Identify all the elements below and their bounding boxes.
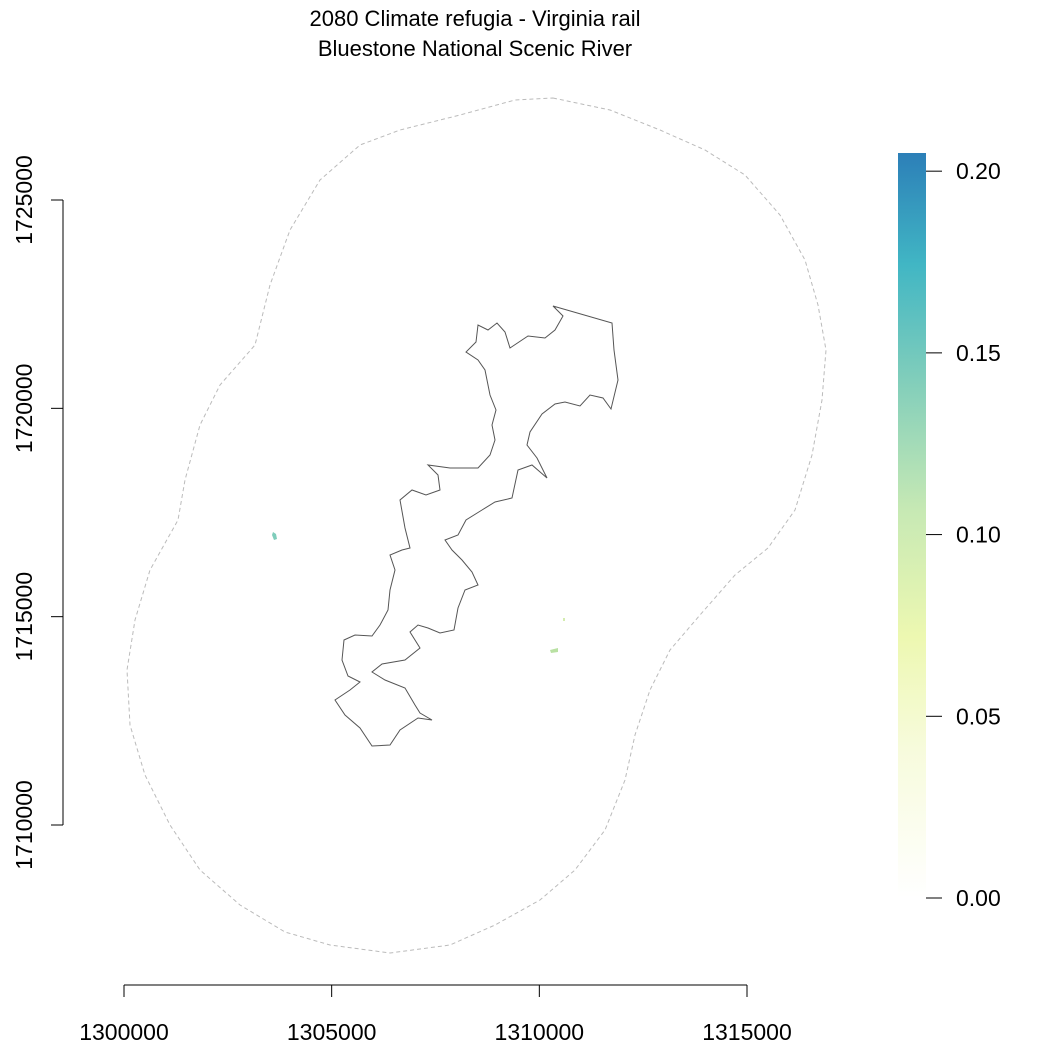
park-boundary (334, 305, 619, 747)
x-tick-label: 1300000 (79, 1019, 169, 1045)
y-tick-label: 1720000 (11, 364, 37, 454)
refugia-patch-northeast (563, 618, 565, 621)
legend-tick-label: 0.05 (956, 703, 1001, 729)
legend-tick-label: 0.00 (956, 885, 1001, 911)
y-axis: 1710000 1715000 1720000 1725000 (11, 155, 64, 870)
legend-color-bar (898, 153, 926, 898)
y-tick-label: 1715000 (11, 572, 37, 662)
legend-tick-label: 0.20 (956, 158, 1001, 184)
x-tick-label: 1305000 (287, 1019, 377, 1045)
x-tick-label: 1310000 (495, 1019, 585, 1045)
buffer-boundary (126, 97, 827, 954)
refugia-patch-east (550, 648, 558, 653)
legend-tick-label: 0.10 (956, 522, 1001, 548)
y-tick-label: 1725000 (11, 155, 37, 245)
legend-tick-label: 0.15 (956, 340, 1001, 366)
x-tick-label: 1315000 (702, 1019, 792, 1045)
y-tick-label: 1710000 (11, 780, 37, 870)
map-subtitle: Bluestone National Scenic River (318, 36, 632, 61)
map-title: 2080 Climate refugia - Virginia rail (310, 6, 641, 31)
color-legend: 0.00 0.05 0.10 0.15 0.20 (898, 153, 1001, 911)
refugia-patch-west (272, 532, 277, 540)
x-axis: 1300000 1305000 1310000 1315000 (79, 984, 792, 1045)
refugia-patches (272, 532, 565, 653)
